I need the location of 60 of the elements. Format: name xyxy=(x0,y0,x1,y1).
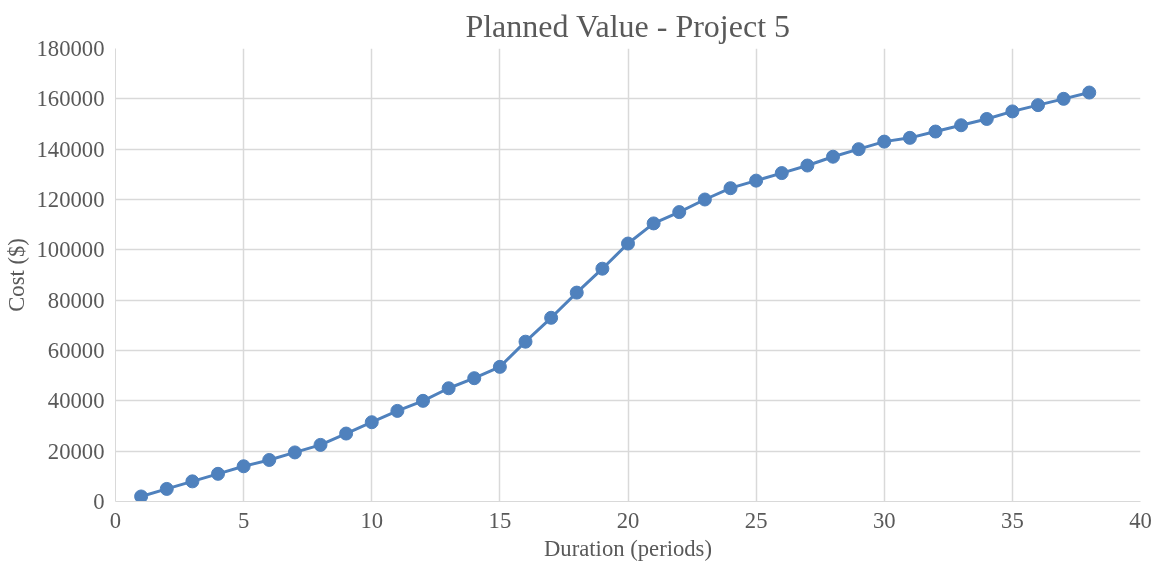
x-tick-label: 0 xyxy=(109,507,122,533)
y-axis-title: Cost ($) xyxy=(3,238,29,312)
x-tick-label: 20 xyxy=(616,507,640,533)
point xyxy=(1082,85,1097,100)
point xyxy=(492,359,507,374)
point xyxy=(236,459,251,474)
point xyxy=(134,489,149,502)
point xyxy=(851,142,866,157)
point xyxy=(749,173,764,188)
point xyxy=(826,149,840,164)
point xyxy=(595,261,610,276)
y-tick-label: 180000 xyxy=(36,36,105,61)
y-tick-label: 120000 xyxy=(36,187,105,212)
point xyxy=(1005,104,1020,119)
x-tick-label: 5 xyxy=(237,507,250,533)
point xyxy=(954,118,969,133)
point xyxy=(1031,98,1045,113)
point xyxy=(979,111,994,126)
y-tick-label: 160000 xyxy=(36,86,105,112)
point xyxy=(159,481,174,496)
point xyxy=(364,415,379,430)
point xyxy=(262,452,277,467)
point xyxy=(774,166,789,181)
point xyxy=(467,371,482,386)
point xyxy=(313,437,328,452)
point xyxy=(928,124,943,139)
y-tick-label: 140000 xyxy=(36,136,105,162)
point xyxy=(621,236,635,251)
point xyxy=(211,466,225,481)
point xyxy=(339,426,354,441)
chart-title: Planned Value - Project 5 xyxy=(465,7,791,44)
point xyxy=(672,205,687,220)
point xyxy=(441,381,456,396)
point xyxy=(287,445,302,460)
x-axis-title: Duration (periods) xyxy=(544,535,713,561)
x-tick-label: 30 xyxy=(872,507,896,533)
y-tick-label: 80000 xyxy=(47,287,105,313)
point xyxy=(1056,91,1071,106)
y-tick-label: 20000 xyxy=(47,438,105,464)
y-tick-label: 60000 xyxy=(47,338,105,363)
point xyxy=(569,285,584,300)
point xyxy=(800,158,815,173)
x-tick-label: 10 xyxy=(360,507,384,533)
point xyxy=(877,134,892,149)
point xyxy=(518,334,533,349)
point xyxy=(902,130,917,145)
point xyxy=(390,403,405,418)
y-tick-label: 40000 xyxy=(47,388,105,414)
y-tick-label: 0 xyxy=(93,489,105,514)
point xyxy=(185,474,200,489)
point xyxy=(697,192,712,207)
point xyxy=(416,393,430,408)
point xyxy=(544,310,559,325)
x-tick-label: 25 xyxy=(744,507,768,533)
point xyxy=(646,216,661,231)
x-tick-label: 35 xyxy=(1001,507,1024,533)
point xyxy=(723,181,738,196)
x-tick-label: 15 xyxy=(488,507,512,533)
x-tick-label: 40 xyxy=(1129,507,1152,533)
y-tick-label: 100000 xyxy=(36,237,105,263)
